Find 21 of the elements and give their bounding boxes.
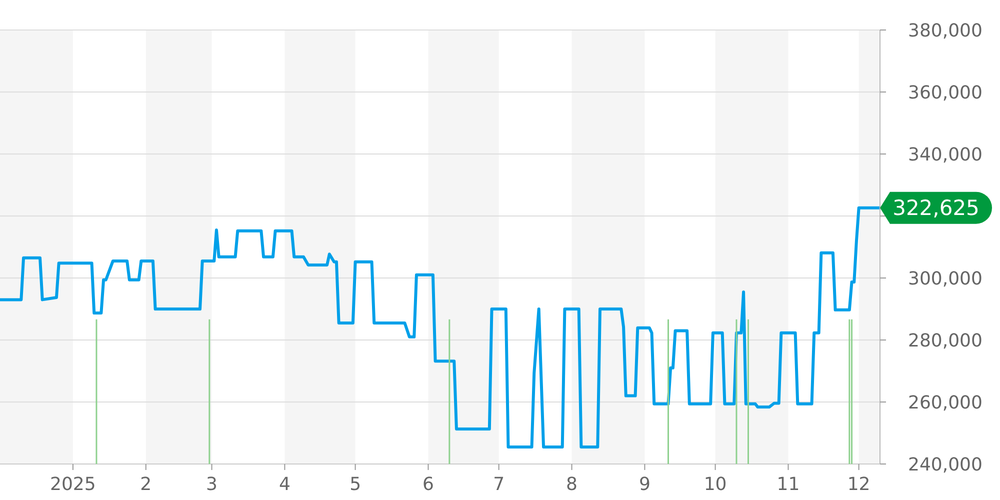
- x-tick-label: 3: [206, 474, 218, 495]
- y-tick-label: 300,000: [908, 268, 982, 290]
- x-tick-label: 4: [278, 474, 290, 495]
- x-tick-label: 10: [704, 474, 727, 495]
- x-tick-label: 2025: [50, 474, 96, 495]
- line-series: [0, 206, 882, 448]
- x-tick-label: 6: [422, 474, 434, 495]
- x-tick-label: 8: [566, 474, 578, 495]
- y-tick-label: 360,000: [908, 82, 982, 104]
- x-tick-label: 11: [776, 474, 800, 495]
- y-tick-label: 260,000: [908, 392, 982, 414]
- x-tick-label: 7: [493, 474, 505, 495]
- x-tick-label: 12: [847, 474, 870, 495]
- y-tick-label: 240,000: [908, 454, 982, 476]
- y-tick-label: 280,000: [908, 330, 982, 352]
- y-tick-label: 340,000: [908, 144, 982, 166]
- y-tick-label: 380,000: [908, 20, 982, 42]
- annotation: 322,625: [892, 196, 980, 220]
- x-tick-label: 9: [638, 474, 650, 495]
- x-tick-label: 2: [140, 474, 152, 495]
- x-tick-label: 5: [350, 474, 362, 495]
